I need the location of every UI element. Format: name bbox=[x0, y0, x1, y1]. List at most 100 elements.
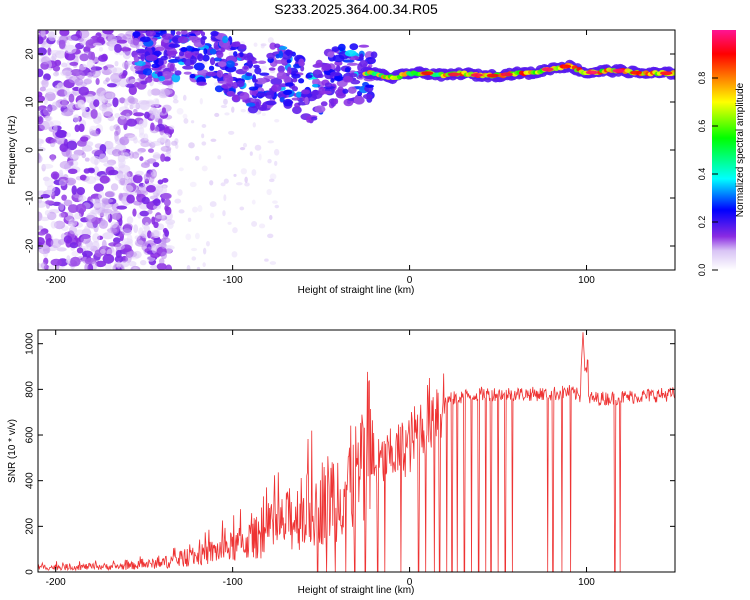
spectrogram-cell bbox=[190, 247, 198, 252]
colorbar-tick-label: 0.0 bbox=[697, 264, 707, 277]
spectrogram-cell bbox=[63, 199, 73, 207]
spectrogram-cell bbox=[199, 98, 203, 105]
spectrogram-cell bbox=[128, 97, 139, 105]
spectrogram-cell bbox=[470, 73, 483, 78]
spectrogram-cell bbox=[231, 251, 238, 258]
spectrogram-cell bbox=[267, 158, 272, 164]
spectrogram-cell bbox=[156, 262, 167, 270]
spectrogram-cell bbox=[59, 143, 69, 153]
spectrogram-cell bbox=[38, 153, 41, 163]
spectrogram-cell bbox=[109, 125, 115, 132]
spectrogram-cell bbox=[93, 99, 100, 107]
spectrogram-cell bbox=[111, 149, 122, 157]
spectrogram-cell bbox=[131, 103, 142, 109]
spectrogram-cell bbox=[135, 48, 147, 54]
spectrogram-cell bbox=[153, 221, 159, 229]
spectrogram-cell bbox=[222, 210, 226, 217]
spectrogram-cell bbox=[155, 214, 166, 219]
spectrogram-cell bbox=[216, 69, 224, 78]
spectrogram-cell bbox=[333, 98, 339, 105]
spectrogram-cell bbox=[133, 33, 139, 40]
spectrogram-cell bbox=[116, 261, 122, 269]
spectrogram-cell bbox=[239, 44, 247, 50]
spectrogram-cell bbox=[38, 236, 45, 246]
spectrogram-y-tick-label: 0 bbox=[25, 147, 36, 153]
spectrogram-cell bbox=[59, 30, 70, 37]
spectrogram-cell bbox=[79, 30, 90, 39]
spectrogram-cell bbox=[126, 234, 133, 243]
spectrogram-cell bbox=[277, 65, 285, 74]
spectrogram-cell bbox=[75, 71, 86, 80]
spectrogram-cell bbox=[232, 227, 238, 234]
spectrogram-cell bbox=[191, 256, 197, 261]
spectrogram-cell bbox=[68, 218, 78, 228]
spectrogram-cell bbox=[271, 84, 282, 92]
spectrogram-cell bbox=[162, 227, 168, 234]
spectrogram-cell bbox=[202, 54, 210, 62]
spectrogram-cell bbox=[200, 31, 206, 37]
spectrogram-cell bbox=[38, 111, 42, 118]
spectrogram-cell bbox=[559, 64, 572, 69]
spectrogram-cell bbox=[138, 120, 144, 127]
spectrogram-cell bbox=[291, 97, 300, 101]
spectrogram-cell bbox=[244, 182, 250, 187]
spectrogram-cell bbox=[114, 113, 121, 119]
spectrogram-cell bbox=[67, 103, 74, 110]
spectrogram-cell bbox=[50, 238, 62, 249]
spectrogram-cell bbox=[50, 258, 62, 267]
spectrogram-cell bbox=[64, 40, 71, 51]
snr-series-line bbox=[38, 332, 675, 572]
spectrogram-cell bbox=[266, 188, 272, 196]
spectrogram-cell bbox=[214, 112, 220, 117]
spectrogram-cell bbox=[50, 154, 55, 162]
spectrogram-cell bbox=[58, 169, 64, 178]
spectrogram-cell bbox=[239, 92, 250, 101]
spectrogram-cell bbox=[233, 51, 238, 57]
spectrogram-cell bbox=[201, 133, 205, 139]
spectrogram-cell bbox=[161, 33, 174, 40]
spectrogram-cell bbox=[179, 58, 184, 62]
spectrogram-cell bbox=[41, 78, 49, 89]
spectrogram-cell bbox=[267, 233, 274, 239]
spectrogram-cell bbox=[64, 52, 76, 61]
spectrogram-cell bbox=[47, 265, 55, 270]
spectrogram-cell bbox=[258, 153, 262, 161]
spectrogram-x-tick-label: 100 bbox=[578, 275, 595, 286]
spectrogram-cell bbox=[169, 125, 175, 130]
spectrogram-cell bbox=[151, 245, 157, 254]
spectrogram-cell bbox=[47, 47, 52, 56]
spectrogram-cell bbox=[236, 80, 245, 88]
spectrogram-cell bbox=[41, 56, 51, 65]
spectrogram-cell bbox=[184, 50, 193, 59]
spectrogram-cell bbox=[169, 63, 175, 72]
spectrogram-cell bbox=[171, 23, 180, 27]
spectrogram-cell bbox=[102, 30, 114, 35]
spectrogram-cell bbox=[142, 118, 148, 128]
spectrogram-cell bbox=[104, 262, 112, 270]
spectrogram-cell bbox=[165, 138, 171, 149]
spectrogram-cell bbox=[269, 261, 277, 265]
spectrogram-cell bbox=[101, 209, 113, 214]
spectrogram-cell bbox=[143, 133, 149, 141]
spectrogram-cell bbox=[40, 30, 46, 38]
spectrogram-cell bbox=[205, 71, 217, 77]
spectrogram-cell bbox=[203, 48, 208, 55]
spectrogram-cell bbox=[50, 138, 58, 144]
spectrogram-cell bbox=[239, 206, 245, 211]
spectrogram-cell bbox=[258, 109, 262, 114]
spectrogram-cell bbox=[38, 138, 44, 144]
spectrogram-cell bbox=[69, 61, 79, 66]
spectrogram-cell bbox=[265, 100, 277, 106]
spectrogram-cell bbox=[120, 260, 130, 268]
spectrogram-cell bbox=[177, 20, 188, 29]
spectrogram-cell bbox=[214, 85, 224, 93]
spectrogram-cell bbox=[90, 108, 98, 119]
spectrogram-cell bbox=[222, 35, 229, 44]
spectrogram-cell bbox=[239, 147, 246, 151]
spectrogram-cell bbox=[78, 64, 87, 71]
spectrogram-cell bbox=[58, 39, 66, 49]
spectrogram-cell bbox=[58, 178, 67, 187]
spectrogram-cell bbox=[223, 75, 234, 83]
spectrogram-cell bbox=[197, 53, 204, 62]
spectrogram-cell bbox=[334, 60, 343, 66]
